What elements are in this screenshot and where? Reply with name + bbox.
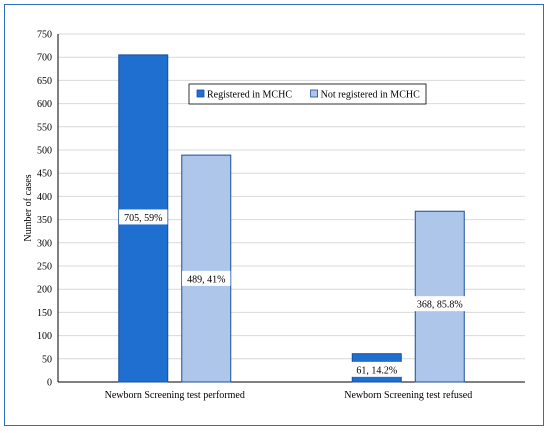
y-tick-label: 450 <box>37 169 52 180</box>
data-label: 61, 14.2% <box>356 365 397 376</box>
y-tick-label: 150 <box>37 308 52 319</box>
y-tick-label: 650 <box>37 76 52 87</box>
data-label: 705, 59% <box>124 213 162 224</box>
y-tick-label: 350 <box>37 215 52 226</box>
y-tick-label: 600 <box>37 99 52 110</box>
legend-swatch <box>310 89 319 98</box>
bar-not-registered-0 <box>181 154 232 383</box>
x-tick-label: Newborn Screening test performed <box>105 390 245 401</box>
y-tick-label: 300 <box>37 238 52 249</box>
y-tick-label: 700 <box>37 53 52 64</box>
y-tick-label: 50 <box>42 354 52 365</box>
data-label: 368, 85.8% <box>417 300 463 311</box>
data-label-box <box>349 361 404 377</box>
legend <box>188 83 427 105</box>
y-tick-label: 100 <box>37 331 52 342</box>
x-tick-label: Newborn Screening test refused <box>344 390 472 401</box>
y-tick-label: 250 <box>37 262 52 273</box>
y-tick-label: 0 <box>47 378 52 389</box>
legend-swatch <box>196 89 205 98</box>
y-tick-label: 400 <box>37 192 52 203</box>
y-tick-label: 200 <box>37 285 52 296</box>
y-tick-label: 550 <box>37 122 52 133</box>
y-tick-label: 750 <box>37 30 52 41</box>
legend-label: Not registered in MCHC <box>321 90 420 101</box>
data-label-box <box>410 296 470 312</box>
y-axis-label: Number of cases <box>23 174 34 241</box>
data-label-box <box>119 209 168 225</box>
data-label-box <box>182 270 231 286</box>
y-tick-label: 500 <box>37 146 52 157</box>
legend-label: Registered in MCHC <box>207 90 292 101</box>
data-label: 489, 41% <box>187 274 225 285</box>
